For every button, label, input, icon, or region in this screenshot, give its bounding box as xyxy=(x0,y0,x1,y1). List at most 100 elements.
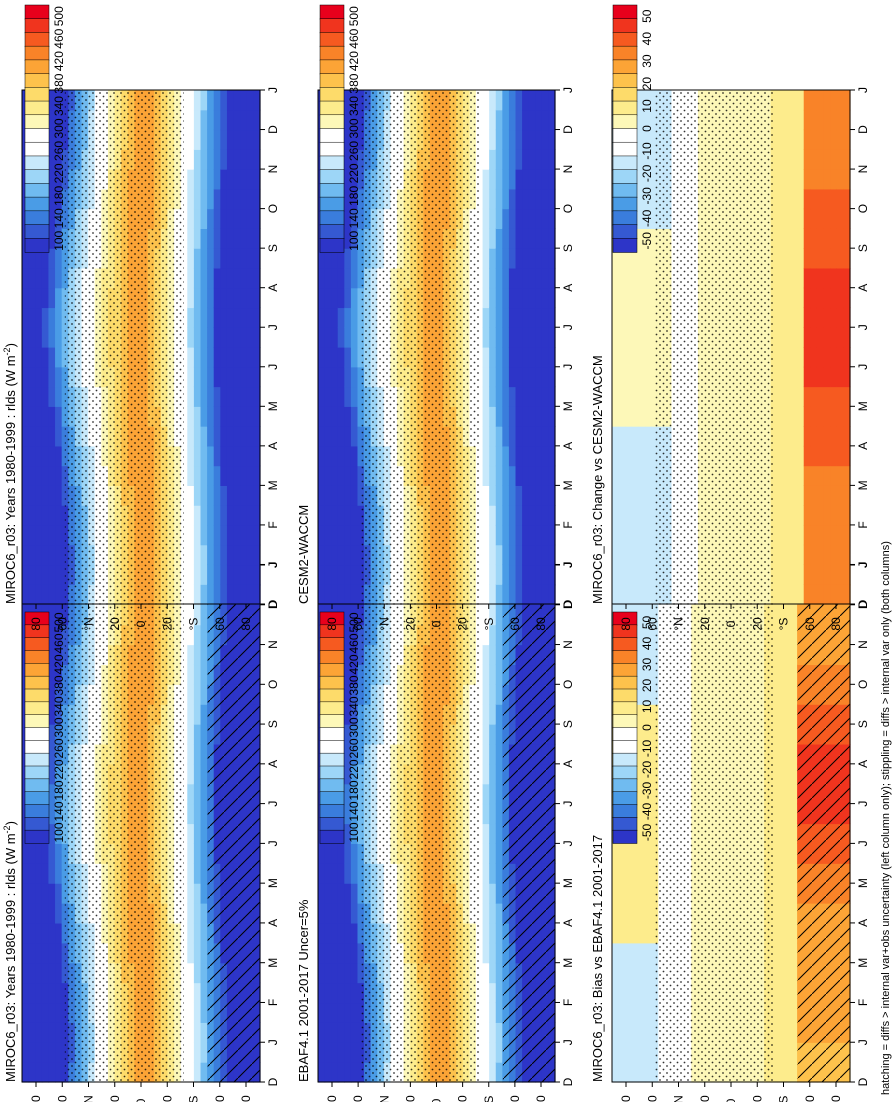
colorbar-label: 380 xyxy=(52,675,66,695)
heatmap-cell xyxy=(350,1042,359,1063)
heatmap-cell xyxy=(495,228,503,249)
heatmap-cell xyxy=(770,843,778,864)
heatmap-cell xyxy=(35,564,43,585)
heatmap-cell xyxy=(337,863,345,884)
heatmap-cell xyxy=(541,287,550,309)
heatmap-cell xyxy=(35,982,43,1004)
heatmap-cell xyxy=(495,564,503,585)
heatmap-cell xyxy=(618,1062,626,1083)
heatmap-cell xyxy=(187,366,195,388)
heatmap-cell xyxy=(226,228,235,249)
colorbar-label: 500 xyxy=(347,612,361,632)
heatmap-cell xyxy=(344,426,352,447)
colorbar-label: 340 xyxy=(52,696,66,716)
heatmap-cell xyxy=(48,524,56,546)
heatmap-cell xyxy=(612,942,620,964)
heatmap-cell xyxy=(548,465,556,486)
heatmap-cell xyxy=(495,1022,503,1043)
heatmap-cell xyxy=(22,544,30,566)
heatmap-cell xyxy=(187,743,195,765)
heatmap-cell xyxy=(200,584,208,605)
heatmap-cell xyxy=(777,624,785,646)
heatmap-cell xyxy=(253,544,261,566)
heatmap-cell xyxy=(535,505,543,526)
heatmap-cell xyxy=(344,347,352,368)
heatmap-cell xyxy=(638,743,646,765)
month-tick-label: S xyxy=(266,244,280,252)
heatmap-cell xyxy=(482,386,490,407)
heatmap-cell xyxy=(645,664,653,685)
heatmap-cell xyxy=(48,1022,56,1043)
heatmap-cell xyxy=(193,505,202,526)
heatmap-cell xyxy=(790,604,798,626)
heatmap-cell xyxy=(476,763,484,785)
heatmap-cell xyxy=(502,445,510,467)
heatmap-cell xyxy=(522,169,530,190)
heatmap-cell xyxy=(22,307,30,328)
heatmap-cell xyxy=(482,863,490,884)
heatmap-cell xyxy=(515,188,523,210)
heatmap-cell xyxy=(337,1022,345,1043)
heatmap-cell xyxy=(180,307,188,328)
heatmap-cell xyxy=(783,962,792,984)
heatmap-cell xyxy=(48,287,56,309)
heatmap-cell xyxy=(207,188,215,210)
heatmap-cell xyxy=(489,783,497,805)
heatmap-cell xyxy=(495,962,503,984)
heatmap-cell xyxy=(331,426,339,447)
heatmap-cell xyxy=(226,327,235,348)
heatmap-cell xyxy=(508,267,517,289)
heatmap-cell xyxy=(783,883,792,904)
heatmap-cell xyxy=(193,1002,202,1023)
heatmap-cell xyxy=(331,1022,339,1043)
heatmap-cell xyxy=(233,445,241,467)
heatmap-cell xyxy=(790,624,798,646)
heatmap-cell xyxy=(350,544,359,566)
heatmap-cell xyxy=(180,208,188,229)
heatmap-cell xyxy=(55,664,63,685)
heatmap-cell xyxy=(489,505,497,526)
heatmap-cell xyxy=(783,863,792,884)
heatmap-cell xyxy=(55,327,63,348)
heatmap-cell xyxy=(508,426,517,447)
heatmap-cell xyxy=(638,704,646,725)
month-tick-label: J xyxy=(266,1039,280,1045)
heatmap-cell xyxy=(193,287,202,309)
heatmap-cell xyxy=(200,1002,208,1023)
heatmap-cell xyxy=(783,1062,792,1083)
month-tick-label: J xyxy=(266,840,280,846)
heatmap-cell xyxy=(337,922,345,944)
heatmap-cell xyxy=(790,763,798,785)
heatmap-cell xyxy=(193,783,202,805)
heatmap-cell xyxy=(489,188,497,210)
heatmap-cell xyxy=(482,584,490,605)
heatmap-cell xyxy=(193,684,202,705)
heatmap-cell xyxy=(233,248,241,269)
heatmap-cell xyxy=(187,208,195,229)
heatmap-cell xyxy=(508,208,517,229)
heatmap-cell xyxy=(528,347,536,368)
heatmap-cell xyxy=(645,644,653,666)
colorbar-label: 420 xyxy=(52,654,66,674)
heatmap-cell xyxy=(233,109,241,131)
heatmap-cell xyxy=(253,208,261,229)
heatmap-cell xyxy=(350,922,359,944)
heatmap-cell xyxy=(180,724,188,745)
heatmap-cell xyxy=(638,922,646,944)
month-tick-label: J xyxy=(856,840,870,846)
heatmap-cell xyxy=(207,129,215,150)
heatmap-cell xyxy=(220,426,228,447)
heatmap-cell xyxy=(220,188,228,210)
heatmap-cell xyxy=(35,445,43,467)
heatmap-cell xyxy=(344,188,352,210)
heatmap-cell xyxy=(187,803,195,825)
heatmap-cell xyxy=(482,327,490,348)
lat-tick-label: °N xyxy=(672,1095,686,1102)
heatmap-cell xyxy=(489,129,497,150)
heatmap-cell xyxy=(770,724,778,745)
heatmap-cell xyxy=(200,704,208,725)
heatmap-cell xyxy=(187,90,195,111)
heatmap-cell xyxy=(28,406,36,427)
heatmap-cell xyxy=(508,327,517,348)
